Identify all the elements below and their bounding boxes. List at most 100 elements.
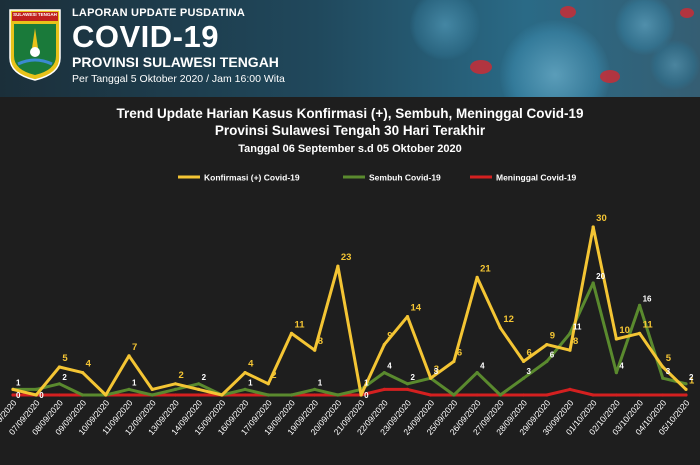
virus-illustration bbox=[650, 40, 700, 90]
banner-subtitle: PROVINSI SULAWESI TENGAH bbox=[72, 54, 279, 70]
data-point bbox=[475, 371, 479, 375]
data-point bbox=[452, 393, 456, 397]
data-point bbox=[34, 393, 38, 397]
blood-cell-illustration bbox=[680, 8, 694, 18]
data-label: 1 bbox=[132, 378, 137, 387]
data-label: 12 bbox=[503, 314, 514, 325]
province-logo bbox=[9, 9, 61, 81]
data-label: 1 bbox=[364, 378, 369, 387]
data-point bbox=[57, 365, 62, 369]
data-label: 2 bbox=[62, 373, 67, 382]
blood-cell-illustration bbox=[600, 70, 620, 83]
data-point bbox=[498, 393, 502, 397]
data-label: 0 bbox=[16, 391, 21, 400]
data-label: 0 bbox=[364, 391, 369, 400]
data-point bbox=[57, 393, 62, 397]
data-label: 5 bbox=[62, 353, 68, 364]
data-point bbox=[266, 382, 270, 386]
data-point bbox=[313, 393, 317, 397]
data-label: 6 bbox=[457, 347, 462, 358]
data-point bbox=[11, 393, 15, 397]
data-label: 16 bbox=[643, 294, 652, 303]
data-point bbox=[568, 348, 572, 352]
data-point bbox=[591, 225, 595, 229]
data-label: 8 bbox=[573, 336, 578, 347]
chart-date-range: Tanggal 06 September s.d 05 Oktober 2020 bbox=[238, 143, 462, 155]
data-point bbox=[81, 371, 85, 375]
data-point bbox=[545, 343, 549, 347]
data-point bbox=[57, 382, 62, 386]
data-point bbox=[336, 393, 340, 397]
data-point bbox=[382, 387, 386, 391]
data-point bbox=[637, 331, 642, 335]
data-point bbox=[173, 393, 178, 397]
data-point bbox=[614, 393, 618, 397]
data-label: 4 bbox=[248, 359, 254, 370]
data-label: 4 bbox=[619, 362, 624, 371]
data-point bbox=[243, 371, 247, 375]
data-point bbox=[243, 393, 247, 397]
data-point bbox=[591, 281, 595, 285]
data-point bbox=[336, 264, 340, 268]
chart-title: Trend Update Harian Kasus Konfirmasi (+)… bbox=[116, 106, 584, 121]
data-label: 3 bbox=[434, 367, 439, 376]
data-label: 2 bbox=[689, 373, 694, 382]
data-point bbox=[452, 359, 456, 363]
data-label: 2 bbox=[271, 370, 276, 381]
data-label: 2 bbox=[178, 370, 183, 381]
data-label: 4 bbox=[86, 359, 92, 370]
data-point bbox=[545, 359, 549, 363]
legend-label: Konfirmasi (+) Covid-19 bbox=[204, 173, 300, 183]
virus-illustration bbox=[410, 0, 480, 60]
data-point bbox=[521, 393, 526, 397]
data-label: 3 bbox=[527, 367, 532, 376]
data-label: 3 bbox=[666, 367, 671, 376]
series-line bbox=[12, 225, 688, 397]
data-point bbox=[405, 382, 410, 386]
data-label: 30 bbox=[596, 213, 607, 224]
chart-subtitle: Provinsi Sulawesi Tengah 30 Hari Terakhi… bbox=[214, 123, 486, 138]
data-point bbox=[521, 376, 526, 380]
data-point bbox=[684, 393, 688, 397]
data-point bbox=[591, 393, 595, 397]
data-label: 11 bbox=[573, 322, 582, 331]
virus-illustration bbox=[500, 20, 610, 97]
data-label: 2 bbox=[202, 373, 207, 382]
data-point bbox=[34, 387, 38, 391]
data-label: 5 bbox=[666, 353, 672, 364]
data-point bbox=[127, 393, 131, 397]
data-point bbox=[498, 326, 502, 330]
data-label: 4 bbox=[387, 362, 392, 371]
data-point bbox=[545, 393, 549, 397]
data-point bbox=[289, 393, 294, 397]
data-point bbox=[197, 382, 201, 386]
series-line bbox=[13, 387, 686, 397]
data-label: 7 bbox=[132, 342, 137, 353]
data-point bbox=[614, 337, 618, 341]
data-point bbox=[405, 315, 410, 319]
legend-label: Sembuh Covid-19 bbox=[369, 173, 441, 183]
data-point bbox=[11, 387, 15, 391]
data-point bbox=[313, 387, 317, 391]
data-label: 1 bbox=[248, 378, 253, 387]
data-label: 11 bbox=[643, 319, 654, 330]
data-label: 0 bbox=[39, 391, 44, 400]
legend-item: Sembuh Covid-19 bbox=[343, 173, 441, 183]
chart-panel: Trend Update Harian Kasus Konfirmasi (+)… bbox=[0, 97, 700, 465]
data-point bbox=[405, 387, 410, 391]
data-point bbox=[220, 393, 224, 397]
data-point bbox=[382, 371, 386, 375]
data-point bbox=[382, 343, 386, 347]
data-point bbox=[197, 387, 201, 391]
data-label: 6 bbox=[550, 350, 555, 359]
data-point bbox=[81, 393, 85, 397]
data-label: 20 bbox=[596, 272, 605, 281]
blood-cell-illustration bbox=[470, 60, 492, 74]
data-point bbox=[173, 387, 178, 391]
data-point bbox=[150, 393, 154, 397]
data-point bbox=[313, 348, 317, 352]
data-point bbox=[127, 354, 131, 358]
legend-item: Meninggal Covid-19 bbox=[470, 173, 577, 183]
data-point bbox=[197, 393, 201, 397]
data-point bbox=[661, 393, 665, 397]
